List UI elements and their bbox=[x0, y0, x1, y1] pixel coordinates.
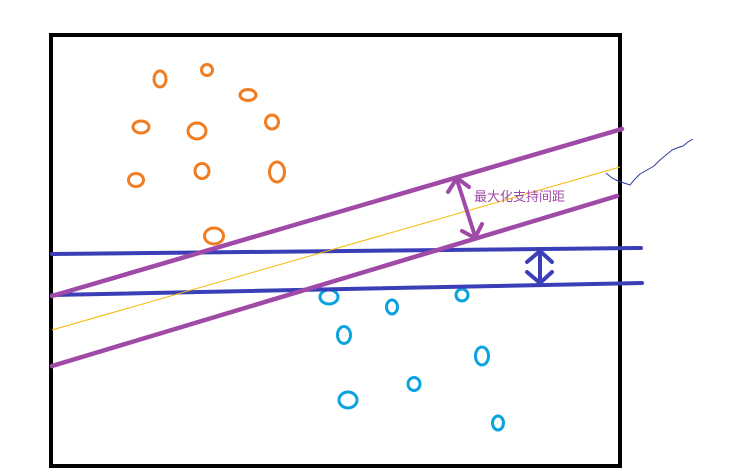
class-b-point bbox=[474, 345, 490, 367]
class-b-points bbox=[318, 287, 505, 432]
class-a-point bbox=[127, 172, 145, 188]
class-a-point bbox=[238, 88, 258, 102]
alt-gap-arrow bbox=[525, 249, 554, 285]
class-a-point bbox=[186, 121, 208, 141]
alt-boundary-upper bbox=[50, 246, 643, 256]
decision-boundary bbox=[51, 166, 621, 331]
class-b-point bbox=[385, 298, 399, 316]
class-b-point bbox=[318, 288, 340, 306]
plot-frame bbox=[49, 33, 622, 468]
margin-line-upper bbox=[49, 126, 625, 299]
class-b-point bbox=[454, 287, 470, 303]
class-a-point bbox=[131, 119, 151, 135]
class-a-point bbox=[203, 226, 225, 246]
margin-line-lower bbox=[49, 193, 620, 369]
class-b-point bbox=[406, 376, 422, 392]
class-a-points bbox=[127, 63, 286, 246]
scribble-mark bbox=[605, 138, 694, 186]
class-a-point bbox=[200, 63, 214, 77]
class-a-point bbox=[193, 162, 211, 180]
margin-annotation: 最大化支持间距 bbox=[474, 190, 565, 205]
alt-boundary-lower bbox=[50, 281, 644, 297]
class-b-point bbox=[336, 325, 352, 345]
class-a-point bbox=[268, 160, 286, 184]
class-b-point bbox=[337, 390, 359, 410]
margin-arrow bbox=[446, 176, 484, 240]
class-a-point bbox=[152, 69, 168, 89]
class-b-point bbox=[491, 414, 505, 432]
class-a-point bbox=[264, 113, 280, 131]
